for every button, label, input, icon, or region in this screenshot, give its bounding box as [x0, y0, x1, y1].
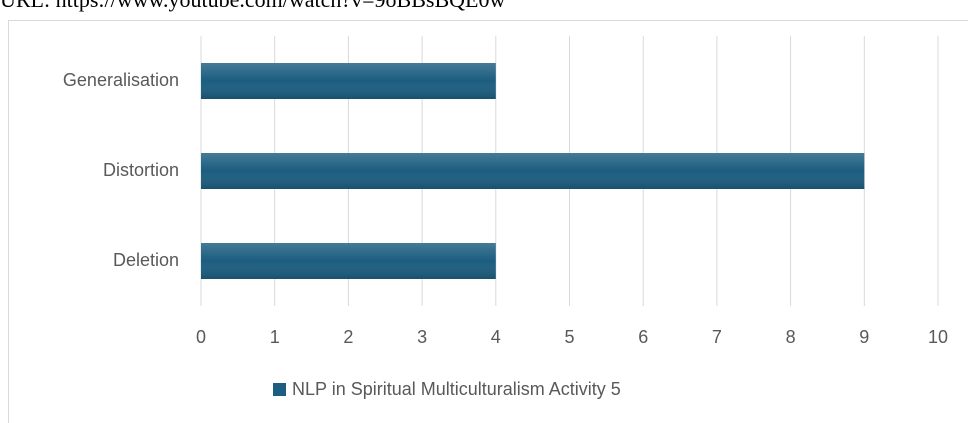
x-tick-label: 1: [270, 327, 280, 347]
x-tick-label: 7: [712, 327, 722, 347]
x-tick-label: 0: [196, 327, 206, 347]
caption: URL: https://www.youtube.com/watch?v=9oB…: [0, 0, 505, 12]
bar-shade: [201, 153, 865, 189]
y-tick-label: Generalisation: [63, 70, 179, 90]
x-tick-label: 10: [928, 327, 948, 347]
x-tick-label: 5: [564, 327, 574, 347]
y-tick-label: Distortion: [103, 160, 179, 180]
x-tick-label: 3: [417, 327, 427, 347]
chart-frame: [8, 20, 968, 423]
legend-swatch: [273, 383, 286, 396]
x-tick-label: 4: [491, 327, 501, 347]
legend-label: NLP in Spiritual Multiculturalism Activi…: [292, 379, 621, 399]
x-tick-label: 8: [786, 327, 796, 347]
x-tick-label: 9: [859, 327, 869, 347]
x-tick-label: 6: [638, 327, 648, 347]
y-tick-label: Deletion: [113, 250, 179, 270]
bar-shade: [201, 243, 496, 279]
bar-shade: [201, 63, 496, 99]
x-tick-label: 2: [343, 327, 353, 347]
